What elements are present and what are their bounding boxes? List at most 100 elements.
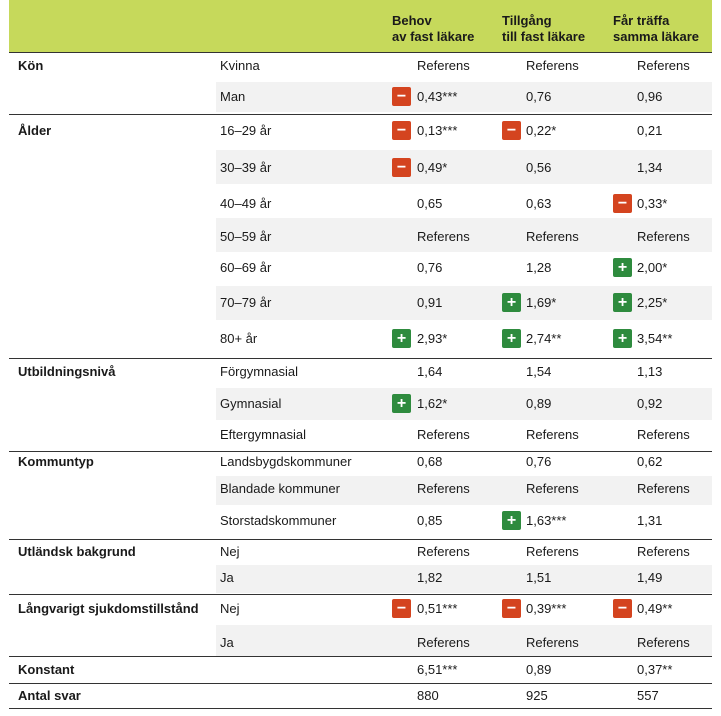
subcategory-label: 80+ år (220, 331, 258, 346)
subcategory-label: 30–39 år (220, 160, 272, 175)
cell-value: 2,74** (526, 331, 562, 346)
cell-value: 0,13*** (417, 123, 458, 138)
subcategory-label: Nej (220, 601, 240, 616)
subcategory-label: Förgymnasial (220, 364, 299, 379)
group-divider (9, 656, 712, 657)
cell-value: 0,96 (637, 89, 663, 104)
minus-icon: − (392, 121, 411, 140)
column-header-line: samma läkare (613, 29, 700, 44)
cell-value: Referens (417, 481, 470, 496)
cell-value: Referens (417, 58, 470, 73)
group-divider (9, 52, 712, 53)
cell-value: Referens (526, 427, 579, 442)
cell-value: 0,76 (526, 454, 552, 469)
cell-value: 0,91 (417, 295, 443, 310)
subcategory-label: 50–59 år (220, 229, 272, 244)
subcategory-label: Gymnasial (220, 396, 282, 411)
group-divider (9, 708, 712, 709)
cell-value: 1,51 (526, 570, 552, 585)
plus-icon: + (502, 511, 521, 530)
subcategory-label: 16–29 år (220, 123, 272, 138)
minus-icon: − (613, 599, 632, 618)
column-header-access: Tillgång till fast läkare (502, 13, 585, 45)
row-shading (216, 625, 712, 656)
cell-value: 1,63*** (526, 513, 567, 528)
category-label: Ålder (18, 123, 52, 138)
cell-value: Referens (526, 481, 579, 496)
cell-value: Referens (637, 544, 690, 559)
cell-value: 557 (637, 688, 659, 703)
group-divider (9, 594, 712, 595)
column-header-same-doctor: Får träffa samma läkare (613, 13, 699, 45)
cell-value: 925 (526, 688, 548, 703)
cell-value: 0,89 (526, 662, 552, 677)
group-divider (9, 451, 712, 452)
cell-value: 880 (417, 688, 439, 703)
cell-value: 1,64 (417, 364, 443, 379)
plus-icon: + (392, 329, 411, 348)
cell-value: 1,62* (417, 396, 448, 411)
minus-icon: − (613, 194, 632, 213)
plus-icon: + (613, 258, 632, 277)
cell-value: 2,00* (637, 260, 668, 275)
cell-value: 0,92 (637, 396, 663, 411)
plus-icon: + (613, 329, 632, 348)
subcategory-label: 70–79 år (220, 295, 272, 310)
cell-value: Referens (526, 635, 579, 650)
cell-value: 0,68 (417, 454, 443, 469)
subcategory-label: Nej (220, 544, 240, 559)
group-divider (9, 114, 712, 115)
cell-value: 0,49** (637, 601, 673, 616)
minus-icon: − (502, 121, 521, 140)
column-header-line: till fast läkare (502, 29, 586, 44)
row-shading (216, 150, 712, 184)
cell-value: 0,39*** (526, 601, 567, 616)
subcategory-label: Man (220, 89, 246, 104)
cell-value: 1,69* (526, 295, 557, 310)
cell-value: Referens (417, 427, 470, 442)
cell-value: Referens (637, 229, 690, 244)
subcategory-label: Storstadskommuner (220, 513, 337, 528)
cell-value: 1,28 (526, 260, 552, 275)
cell-value: 1,54 (526, 364, 552, 379)
cell-value: 0,43*** (417, 89, 458, 104)
category-label: Långvarigt sjukdomstillstånd (18, 601, 199, 616)
subcategory-label: Ja (220, 635, 234, 650)
cell-value: 6,51*** (417, 662, 458, 677)
cell-value: 0,33* (637, 196, 668, 211)
column-header-line: Får träffa (613, 13, 670, 28)
category-label: Utländsk bakgrund (18, 544, 136, 559)
subcategory-label: 60–69 år (220, 260, 272, 275)
column-header-line: Tillgång (502, 13, 552, 28)
cell-value: 3,54** (637, 331, 673, 346)
group-divider (9, 539, 712, 540)
cell-value: 0,51*** (417, 601, 458, 616)
row-shading (216, 388, 712, 420)
category-label: Kommuntyp (18, 454, 94, 469)
cell-value: Referens (417, 635, 470, 650)
row-shading (216, 565, 712, 593)
cell-value: Referens (526, 544, 579, 559)
category-label: Kön (18, 58, 44, 73)
cell-value: 1,31 (637, 513, 663, 528)
cell-value: Referens (637, 635, 690, 650)
category-label: Antal svar (18, 688, 81, 703)
cell-value: 0,49* (417, 160, 448, 175)
row-shading (216, 218, 712, 252)
cell-value: Referens (526, 229, 579, 244)
cell-value: 0,89 (526, 396, 552, 411)
table-header (9, 0, 712, 52)
cell-value: 2,93* (417, 331, 448, 346)
cell-value: 1,13 (637, 364, 663, 379)
cell-value: 0,76 (417, 260, 443, 275)
cell-value: 0,21 (637, 123, 663, 138)
minus-icon: − (392, 599, 411, 618)
cell-value: 0,22* (526, 123, 557, 138)
plus-icon: + (502, 293, 521, 312)
cell-value: 2,25* (637, 295, 668, 310)
minus-icon: − (392, 158, 411, 177)
subcategory-label: Blandade kommuner (220, 481, 340, 496)
cell-value: Referens (637, 427, 690, 442)
cell-value: 0,85 (417, 513, 443, 528)
